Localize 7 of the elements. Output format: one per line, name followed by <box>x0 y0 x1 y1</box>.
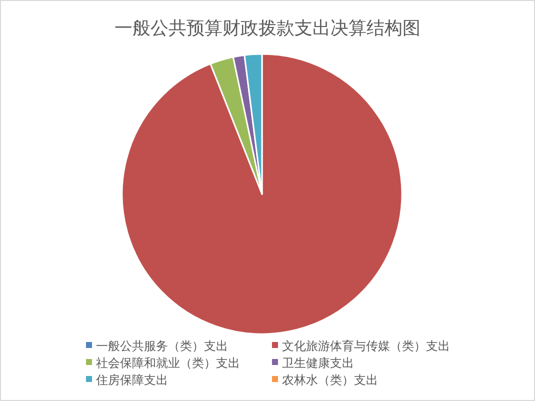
legend-label: 一般公共服务（类）支出 <box>96 339 228 353</box>
legend-label: 住房保障支出 <box>95 373 168 387</box>
chart-title: 一般公共预算财政拨款支出决算结构图 <box>114 18 420 38</box>
legend-label: 农林水（类）支出 <box>282 373 378 387</box>
legend-label: 文化旅游体育与传媒（类）支出 <box>282 339 450 353</box>
legend-label: 社会保障和就业（类）支出 <box>96 356 240 370</box>
legend-label: 卫生健康支出 <box>282 356 354 370</box>
